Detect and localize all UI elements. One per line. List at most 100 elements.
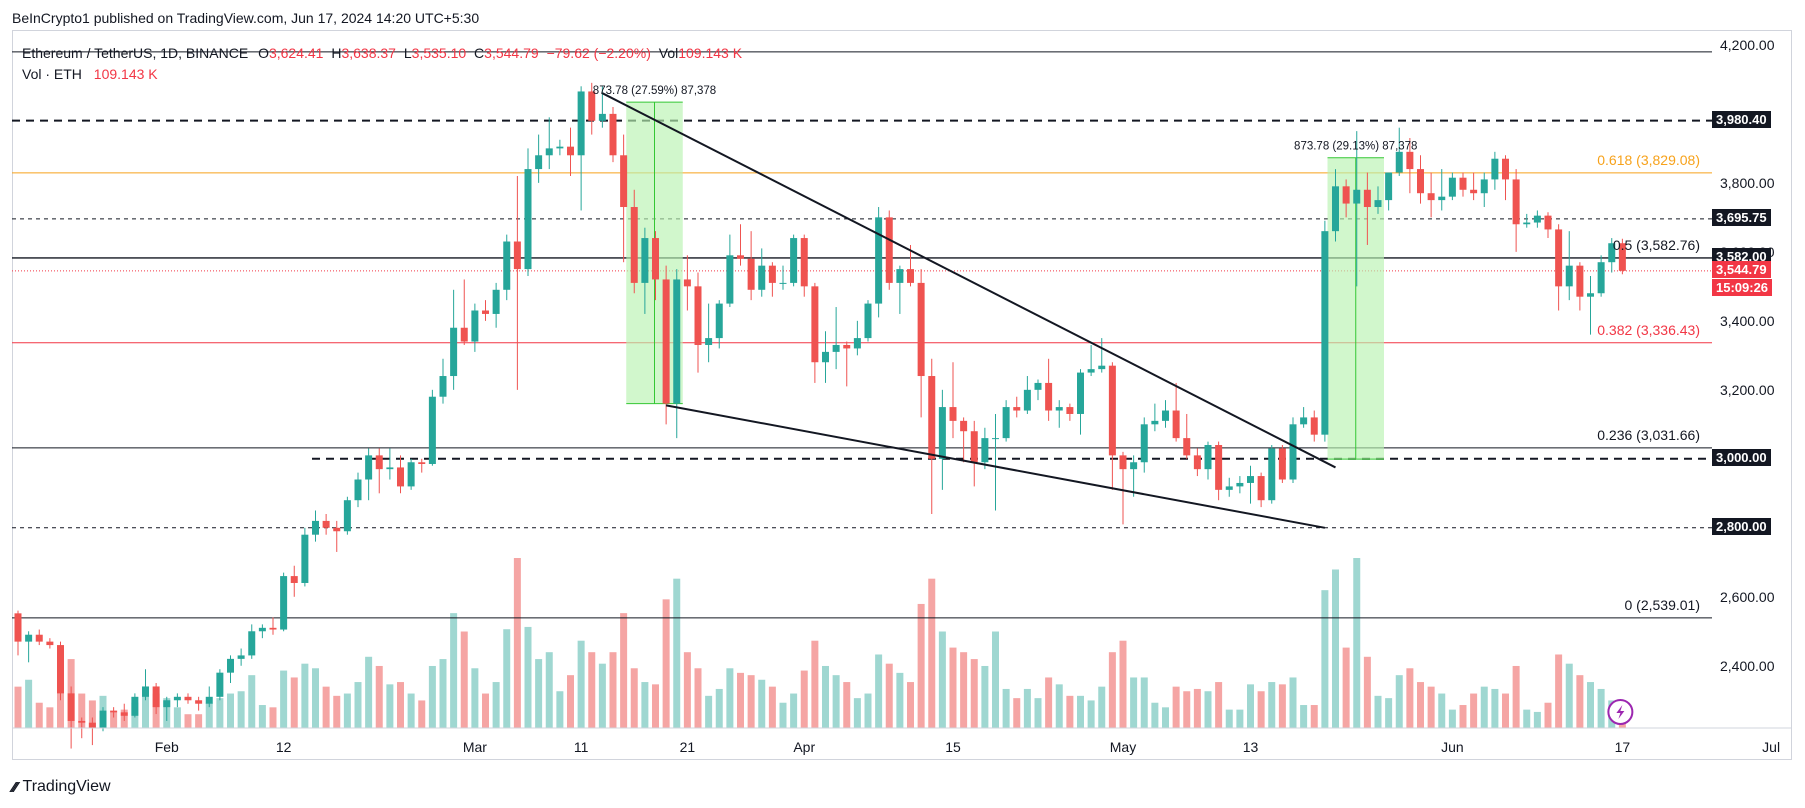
candle-body (131, 696, 139, 716)
volume-bar (1236, 709, 1244, 728)
candle-body (1119, 455, 1127, 470)
volume-bar (1087, 700, 1095, 728)
volume-bar (641, 682, 649, 728)
candle-body (418, 462, 426, 464)
y-tick-label: 3,800.00 (1720, 175, 1775, 191)
price-level-tag: 3,980.40 (1712, 110, 1771, 128)
candle-body (195, 700, 203, 704)
candle-body (949, 407, 957, 421)
ohlc-legend: Ethereum / TetherUS, 1D, BINANCE O3,624.… (22, 45, 742, 61)
volume-bar (737, 672, 744, 728)
volume-bar (301, 663, 309, 728)
candle-body (970, 431, 978, 463)
volume-bar (1257, 691, 1265, 728)
wedge-upper-wedge (601, 92, 1336, 469)
candle-body (1448, 177, 1456, 197)
volume-bar (322, 686, 330, 728)
candle-body (811, 286, 819, 363)
volume-bar (673, 578, 681, 728)
candle-body (1023, 389, 1031, 411)
x-tick-label: May (1110, 739, 1136, 755)
x-tick-label: Apr (793, 739, 815, 755)
publisher-line: BeInCrypto1 published on TradingView.com… (12, 10, 480, 26)
candle-body (1533, 215, 1541, 223)
candle-body (1608, 243, 1616, 263)
candle-body (1427, 193, 1435, 201)
candle-body (428, 396, 436, 464)
price-level-tag: 2,800.00 (1712, 517, 1771, 535)
candle-body (885, 217, 893, 283)
tradingview-logo-icon[interactable]: ⁄⁄⁄ (12, 778, 17, 796)
volume-bar (726, 668, 734, 728)
volume-bar (1512, 665, 1520, 728)
candle-body (1225, 486, 1233, 490)
candle-body (354, 479, 362, 501)
candle-body (524, 169, 532, 270)
volume-bar (1119, 640, 1127, 728)
high-value: 3,638.37 (341, 45, 396, 61)
volume-bar (1002, 688, 1010, 728)
close-label: C (474, 45, 485, 61)
candle-body (992, 438, 999, 440)
volume-bar (1151, 702, 1159, 728)
volume-bar (832, 675, 840, 728)
volume-legend: Vol · ETH 109.143 K (22, 66, 158, 82)
volume-bar (184, 714, 192, 728)
volume-bar (1023, 688, 1031, 728)
low-label: L (403, 45, 412, 61)
candle-body (184, 696, 192, 701)
wedge-lower-wedge (665, 404, 1326, 529)
candle-body (1045, 382, 1053, 411)
candle-body (1215, 445, 1223, 490)
volume-bar (1268, 682, 1276, 728)
volume-bar (843, 682, 851, 728)
volume-bar (258, 705, 266, 728)
volume-bar (343, 693, 351, 728)
candle-body (790, 238, 798, 283)
volume-bar (715, 688, 723, 728)
volume-bar (227, 693, 234, 728)
candle-body (779, 282, 787, 284)
candle-body (641, 238, 649, 283)
candle-body (450, 327, 458, 377)
volume-bar (992, 631, 999, 728)
candle-body (290, 576, 298, 583)
candle-body (99, 710, 107, 728)
volume-bar (1204, 691, 1212, 728)
candle-body (407, 462, 415, 487)
open-value: 3,624.41 (268, 45, 324, 61)
candle-body (1013, 407, 1021, 411)
volume-bar (1565, 663, 1573, 728)
candle-body (1278, 448, 1286, 480)
volume-bar (1225, 709, 1233, 728)
y-tick-label: 4,200.00 (1720, 37, 1775, 53)
volume-bar (1523, 709, 1531, 728)
candle-body (1066, 407, 1074, 414)
volume-bar (280, 670, 288, 728)
candle-body (375, 455, 383, 470)
volume-bars (14, 558, 1626, 728)
candle-body (14, 613, 22, 642)
volume-bar (875, 654, 883, 728)
volume-bar (535, 659, 543, 728)
y-tick-label: 3,200.00 (1720, 382, 1775, 398)
candle-body (216, 672, 224, 697)
candle-body (1565, 265, 1573, 287)
candle-body (365, 455, 373, 480)
tradingview-brand[interactable]: TradingView (22, 778, 111, 795)
candle-body (1470, 189, 1478, 194)
volume-bar (1448, 709, 1456, 728)
candle-body (1587, 293, 1594, 297)
candle-body (907, 269, 914, 283)
candle-body (460, 327, 468, 342)
price-levels (12, 51, 1712, 619)
candle-body (1417, 169, 1424, 194)
candle-body (1555, 229, 1563, 287)
volume-legend-label: Vol · ETH (22, 66, 82, 82)
candle-body (1395, 151, 1403, 173)
volume-bar (237, 691, 245, 728)
candle-body (1130, 462, 1138, 470)
volume-bar (960, 652, 968, 728)
volume-bar (694, 668, 702, 728)
